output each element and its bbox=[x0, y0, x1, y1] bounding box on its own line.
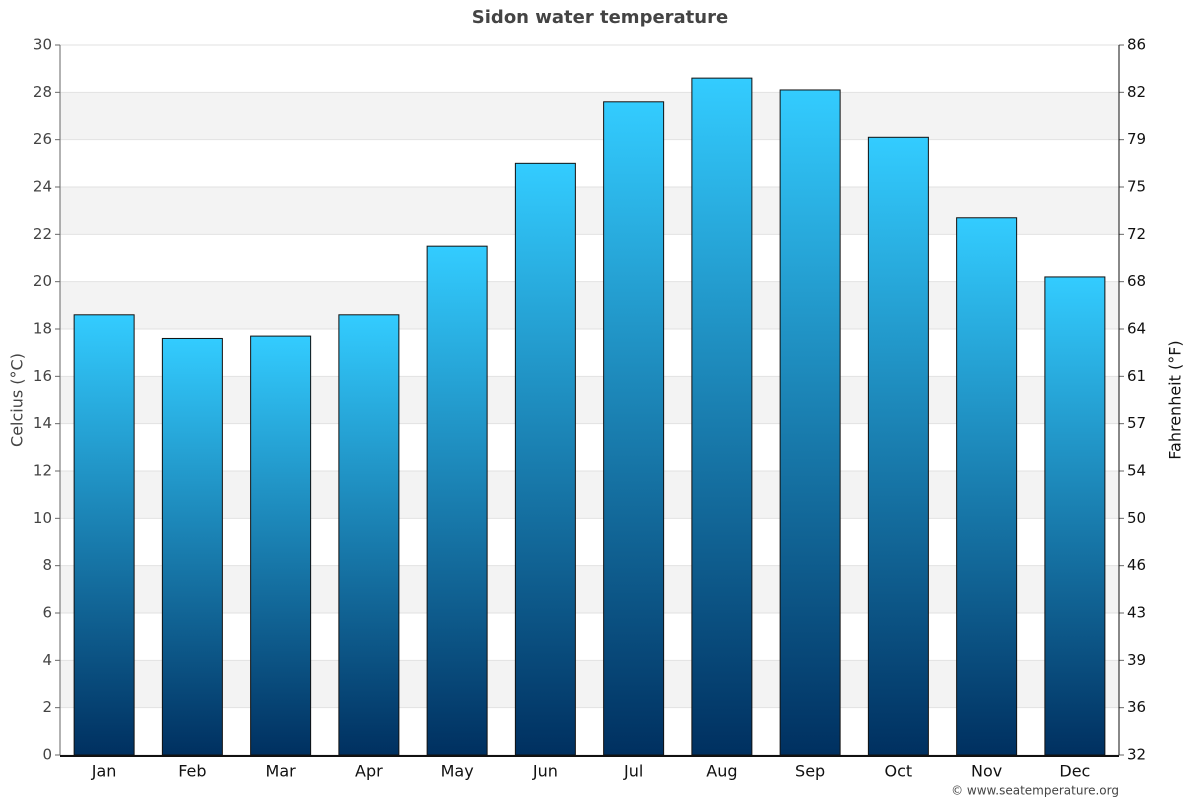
y-tick-label: 14 bbox=[33, 414, 52, 432]
x-tick-label: Apr bbox=[355, 762, 383, 781]
x-tick-label: Dec bbox=[1059, 762, 1090, 781]
grid-band bbox=[60, 660, 1119, 708]
y-tick-label: 4 bbox=[42, 651, 52, 669]
grid-band bbox=[60, 92, 1119, 140]
x-tick-label: Mar bbox=[266, 762, 297, 781]
y-tick-label: 0 bbox=[42, 746, 52, 764]
x-tick-label: May bbox=[441, 762, 474, 781]
y2-tick-label: 61 bbox=[1127, 367, 1146, 385]
y2-tick-label: 75 bbox=[1127, 178, 1146, 196]
grid-band bbox=[60, 281, 1119, 329]
y2-tick-label: 43 bbox=[1127, 604, 1146, 622]
x-tick-label: Jan bbox=[91, 762, 117, 781]
chart-title: Sidon water temperature bbox=[472, 7, 728, 28]
bar bbox=[867, 136, 929, 756]
y2-tick-label: 36 bbox=[1127, 698, 1146, 716]
y2-axis-label: Fahrenheit (°F) bbox=[1166, 340, 1185, 459]
x-tick-label: Jun bbox=[532, 762, 558, 781]
y-tick-label: 16 bbox=[33, 367, 52, 385]
y-tick-label: 6 bbox=[42, 604, 52, 622]
bar bbox=[73, 314, 135, 756]
bar bbox=[956, 217, 1018, 756]
bar bbox=[603, 101, 665, 756]
bar bbox=[514, 162, 576, 756]
y2-tick-label: 86 bbox=[1127, 36, 1146, 54]
y2-tick-label: 82 bbox=[1127, 83, 1146, 101]
y2-tick-label: 46 bbox=[1127, 556, 1146, 574]
bar bbox=[1044, 276, 1106, 756]
y2-tick-label: 39 bbox=[1127, 651, 1146, 669]
y-axis-label: Celcius (°C) bbox=[8, 353, 27, 447]
bar bbox=[426, 245, 488, 756]
grid-band bbox=[60, 376, 1119, 424]
y2-tick-label: 57 bbox=[1127, 414, 1146, 432]
bar bbox=[691, 77, 753, 756]
y2-tick-label: 64 bbox=[1127, 320, 1146, 338]
bar bbox=[250, 335, 312, 756]
x-tick-label: Nov bbox=[971, 762, 1002, 781]
bar bbox=[338, 314, 400, 756]
y2-tick-label: 68 bbox=[1127, 272, 1146, 290]
grid-band bbox=[60, 471, 1119, 519]
x-tick-label: Oct bbox=[885, 762, 913, 781]
y-tick-label: 8 bbox=[42, 556, 52, 574]
grid-band bbox=[60, 565, 1119, 613]
x-tick-label: Feb bbox=[178, 762, 206, 781]
bar bbox=[161, 337, 223, 756]
bar bbox=[779, 89, 841, 756]
x-tick-label: Jul bbox=[623, 762, 643, 781]
y-tick-label: 10 bbox=[33, 509, 52, 527]
y2-tick-label: 79 bbox=[1127, 130, 1146, 148]
y-tick-label: 20 bbox=[33, 272, 52, 290]
y-tick-label: 12 bbox=[33, 462, 52, 480]
y-tick-label: 30 bbox=[33, 36, 52, 54]
y-tick-label: 28 bbox=[33, 83, 52, 101]
x-tick-label: Aug bbox=[706, 762, 737, 781]
y2-tick-label: 32 bbox=[1127, 746, 1146, 764]
y-tick-label: 26 bbox=[33, 130, 52, 148]
x-tick-label: Sep bbox=[795, 762, 825, 781]
y2-tick-label: 50 bbox=[1127, 509, 1146, 527]
y-tick-label: 24 bbox=[33, 178, 52, 196]
y-tick-label: 22 bbox=[33, 225, 52, 243]
y-tick-label: 18 bbox=[33, 320, 52, 338]
y2-tick-label: 54 bbox=[1127, 462, 1146, 480]
grid-band bbox=[60, 187, 1119, 235]
y2-tick-label: 72 bbox=[1127, 225, 1146, 243]
credit: © www.seatemperature.org bbox=[951, 784, 1119, 798]
y-tick-label: 2 bbox=[42, 698, 52, 716]
